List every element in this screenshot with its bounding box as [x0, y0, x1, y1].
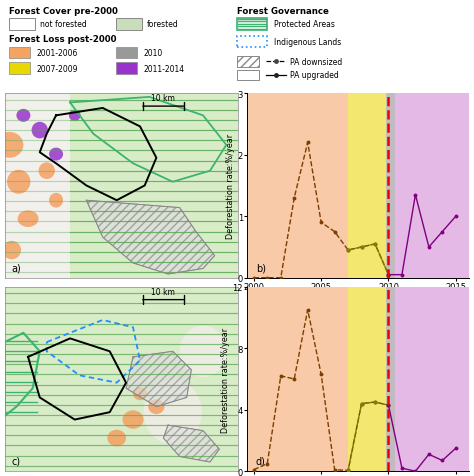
Ellipse shape	[180, 326, 227, 377]
Text: b): b)	[256, 263, 266, 273]
Text: Indigenous Lands: Indigenous Lands	[274, 38, 341, 47]
FancyBboxPatch shape	[9, 48, 30, 60]
FancyBboxPatch shape	[116, 19, 142, 30]
Ellipse shape	[69, 110, 81, 121]
FancyBboxPatch shape	[9, 63, 30, 75]
FancyBboxPatch shape	[70, 94, 238, 278]
Ellipse shape	[148, 399, 164, 414]
FancyBboxPatch shape	[237, 19, 267, 30]
Polygon shape	[164, 425, 219, 462]
FancyBboxPatch shape	[237, 57, 259, 68]
Text: 2007-2009: 2007-2009	[36, 64, 78, 73]
Text: forested: forested	[146, 20, 178, 30]
Bar	[386, 94, 395, 278]
Text: 2011-2014: 2011-2014	[143, 64, 184, 73]
Text: 10 km: 10 km	[151, 94, 175, 103]
Ellipse shape	[108, 430, 126, 446]
Text: a): a)	[12, 263, 21, 273]
Ellipse shape	[17, 109, 30, 122]
Text: Forest Loss post-2000: Forest Loss post-2000	[9, 35, 117, 44]
FancyBboxPatch shape	[237, 70, 259, 81]
Text: PA downsized: PA downsized	[291, 58, 343, 67]
FancyBboxPatch shape	[5, 287, 238, 471]
Text: Protected Areas: Protected Areas	[274, 20, 335, 30]
FancyBboxPatch shape	[116, 48, 137, 60]
FancyBboxPatch shape	[116, 63, 137, 75]
Y-axis label: Deforestation rate:%/year: Deforestation rate:%/year	[226, 134, 235, 238]
Ellipse shape	[0, 133, 23, 159]
Bar	[348, 287, 389, 471]
Text: Forest Governance: Forest Governance	[237, 7, 329, 16]
Y-axis label: Deforestation rate:%/year: Deforestation rate:%/year	[221, 327, 230, 432]
FancyBboxPatch shape	[237, 37, 267, 48]
Ellipse shape	[18, 211, 38, 228]
Bar	[386, 287, 395, 471]
Text: c): c)	[12, 456, 21, 466]
Ellipse shape	[144, 380, 202, 445]
Bar	[247, 287, 348, 471]
Text: Forest Cover pre-2000: Forest Cover pre-2000	[9, 7, 118, 16]
Polygon shape	[86, 201, 215, 275]
Polygon shape	[126, 352, 191, 407]
Text: PA upgraded: PA upgraded	[291, 71, 339, 80]
Bar	[389, 287, 469, 471]
Ellipse shape	[49, 193, 63, 208]
Ellipse shape	[2, 241, 21, 260]
Ellipse shape	[32, 122, 48, 139]
FancyBboxPatch shape	[9, 19, 35, 30]
Ellipse shape	[7, 170, 30, 194]
Ellipse shape	[133, 387, 147, 400]
Bar	[348, 94, 389, 278]
Bar	[247, 94, 348, 278]
X-axis label: Year: Year	[349, 293, 368, 302]
Ellipse shape	[123, 410, 144, 429]
Text: 2010: 2010	[143, 49, 163, 58]
Ellipse shape	[38, 163, 55, 179]
Text: d): d)	[256, 456, 266, 466]
Text: 10 km: 10 km	[151, 288, 175, 296]
Text: 2001-2006: 2001-2006	[36, 49, 78, 58]
Bar	[389, 94, 469, 278]
Ellipse shape	[49, 149, 63, 161]
Text: not forested: not forested	[39, 20, 86, 30]
